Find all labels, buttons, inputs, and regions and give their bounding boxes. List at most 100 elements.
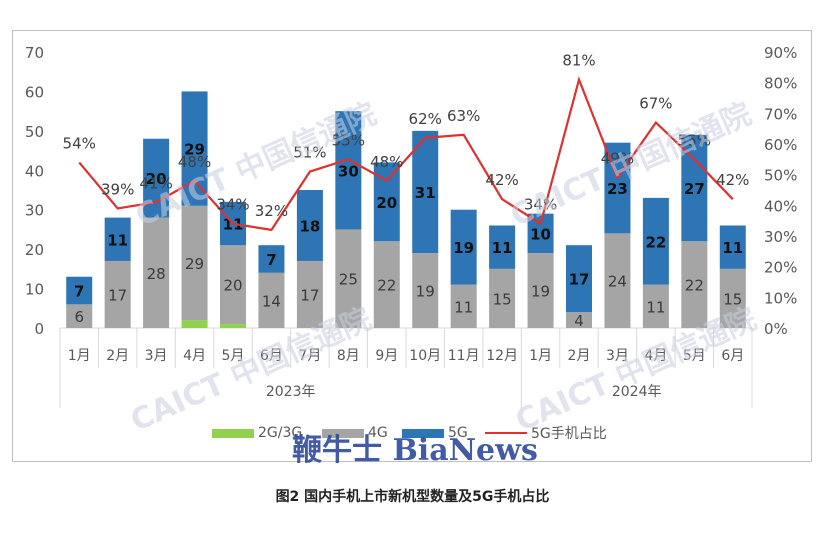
legend-item-2g3g: 2G/3G — [212, 424, 302, 442]
y-left-tick-label: 10 — [25, 281, 44, 299]
y-right-tick-label: 60% — [764, 136, 797, 154]
bar-label-5g: 19 — [453, 239, 474, 257]
bar-segment — [220, 324, 246, 328]
bar-label-4g: 22 — [685, 277, 704, 295]
share-data-label: 34% — [216, 196, 249, 214]
share-data-label: 67% — [639, 95, 672, 113]
legend-swatch-5g — [402, 428, 444, 438]
bar-label-5g: 27 — [684, 180, 705, 198]
bar-segment — [220, 245, 246, 325]
bar-segment — [642, 197, 669, 285]
legend-label-5g: 5G — [448, 425, 468, 441]
bar-segment — [296, 190, 323, 261]
bar-segment — [143, 217, 170, 328]
legend-swatch-4g — [322, 428, 364, 438]
bar-segment — [527, 253, 554, 328]
y-left-tick-label: 60 — [25, 83, 44, 101]
bar-segment — [719, 268, 746, 328]
bar-segment — [258, 245, 285, 273]
bar-label-4g: 25 — [339, 271, 358, 289]
share-data-label: 55% — [332, 131, 365, 149]
x-tick-label: 2月 — [568, 348, 591, 364]
bar-label-4g: 11 — [646, 298, 665, 316]
bar-label-4g: 4 — [574, 312, 584, 330]
share-data-label: 48% — [178, 153, 211, 171]
x-tick-label: 8月 — [337, 348, 360, 364]
bar-label-5g: 30 — [338, 162, 359, 180]
legend-swatch-5g-share — [485, 432, 527, 434]
bar-label-4g: 17 — [108, 286, 127, 304]
legend-item-5g-share: 5G手机占比 — [485, 424, 607, 442]
y-right-tick-label: 30% — [764, 228, 797, 246]
legend-label-5g-share: 5G手机占比 — [531, 426, 607, 442]
x-tick-label: 6月 — [260, 348, 283, 364]
figure-caption: 图2 国内手机上市新机型数量及5G手机占比 — [275, 489, 550, 505]
bar-label-4g: 29 — [185, 255, 204, 273]
bar-segment — [450, 209, 477, 285]
x-group-label: 2024年 — [612, 384, 662, 400]
bar-label-5g: 18 — [299, 217, 320, 235]
bar-segment — [412, 253, 439, 328]
bar-segment — [489, 225, 516, 269]
bar-segment — [258, 272, 285, 328]
bar-label-5g: 22 — [645, 233, 666, 251]
share-data-label: 41% — [139, 174, 172, 192]
bar-label-4g: 17 — [300, 286, 319, 304]
bar-label-5g: 17 — [569, 271, 590, 289]
bar-label-4g: 28 — [147, 265, 166, 283]
bar-label-5g: 29 — [184, 141, 205, 159]
share-data-label: 48% — [370, 153, 403, 171]
bar-label-4g: 6 — [74, 308, 84, 326]
x-group-label: 2023年 — [266, 384, 316, 400]
x-tick-label: 4月 — [644, 348, 667, 364]
bar-segment — [181, 205, 208, 321]
bar-segment — [66, 276, 93, 305]
share-line — [78, 76, 734, 232]
bar-segment — [566, 312, 592, 328]
bar-label-4g: 15 — [723, 290, 742, 308]
bar-label-4g: 22 — [377, 277, 396, 295]
bar-label-5g: 31 — [415, 184, 436, 202]
chart-svg: 0 10 20 30 40 50 60 70 0% 10% 20% 30% 40% 50% 60% 70% 80… — [25, 44, 797, 408]
y-right-tick-label: 20% — [764, 259, 797, 277]
y-right-tick-label: 90% — [764, 44, 797, 62]
share-data-label: 81% — [562, 52, 595, 70]
x-tick-label: 10月 — [409, 348, 441, 364]
bar-segment — [642, 284, 669, 328]
bar-segment — [373, 241, 400, 328]
bar-label-4g: 19 — [416, 283, 435, 301]
bar-segment — [412, 130, 439, 254]
bar-label-5g: 7 — [74, 283, 84, 301]
y-left-tick-label: 70 — [25, 44, 44, 62]
y-left-tick-label: 30 — [25, 202, 44, 220]
x-tick-label: 3月 — [145, 348, 168, 364]
y-left-tick-label: 20 — [25, 241, 44, 259]
x-tick-label: 5月 — [683, 348, 706, 364]
legend-item-4g: 4G — [322, 424, 388, 442]
share-data-label: 49% — [601, 150, 634, 168]
bar-label-5g: 11 — [107, 231, 128, 249]
bar-label-4g: 19 — [531, 283, 550, 301]
legend-swatch-2g3g — [212, 428, 254, 438]
y-right-tick-label: 50% — [764, 167, 797, 185]
legend-label-2g3g: 2G/3G — [258, 425, 303, 441]
y-right-tick-label: 70% — [764, 105, 797, 123]
bar-segment — [566, 245, 592, 313]
y-left-tick-label: 40 — [25, 162, 44, 180]
share-data-label: 63% — [447, 107, 480, 125]
bar-segment — [296, 260, 323, 328]
bar-segment — [450, 284, 477, 328]
overlay-watermark: 鞭牛士 BiaNews — [292, 433, 538, 468]
y-right-tick-label: 80% — [764, 75, 797, 93]
bar-label-4g: 20 — [223, 277, 242, 295]
share-data-label: 55% — [678, 131, 711, 149]
y-left-tick-label: 50 — [25, 123, 44, 141]
bar-label-5g: 11 — [492, 239, 513, 257]
x-tick-label: 5月 — [222, 348, 245, 364]
x-tick-label: 11月 — [448, 348, 480, 364]
x-tick-label: 2月 — [106, 348, 129, 364]
bar-label-4g: 15 — [493, 290, 512, 308]
y-right-tick-label: 0% — [764, 320, 788, 338]
y-right-tick-label: 10% — [764, 289, 797, 307]
